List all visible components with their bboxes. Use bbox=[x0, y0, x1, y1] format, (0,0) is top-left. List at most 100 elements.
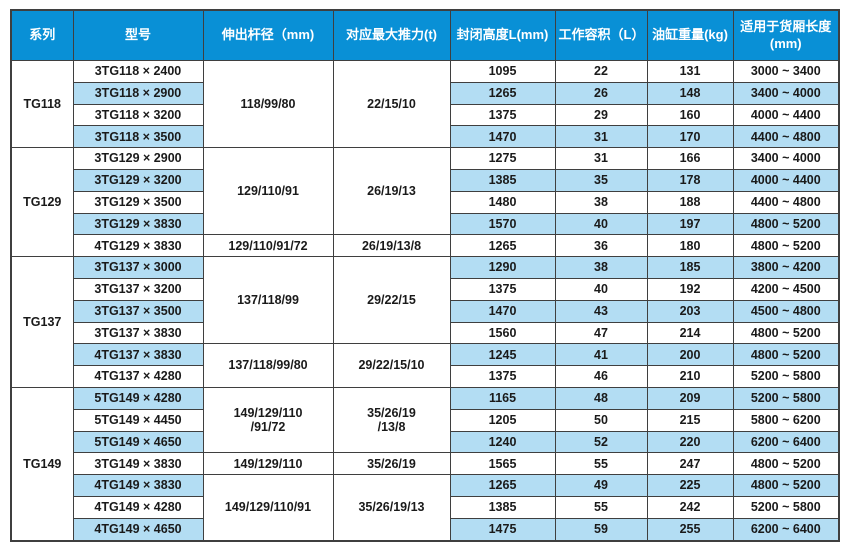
rod-diameter-cell: 149/129/110/91 bbox=[202, 474, 334, 542]
length-range-cell: 4400 ~ 4800 bbox=[732, 125, 840, 149]
table-row: 4TG149 × 3830 149/129/110/91 35/26/19/13 12… bbox=[11, 474, 840, 542]
rod-diameter-cell: 137/118/99/80 bbox=[202, 343, 334, 388]
closed-height-cell: 1290 bbox=[449, 256, 556, 279]
rod-diameter-cell: 129/110/91/72 bbox=[202, 234, 334, 258]
table-row: 3TG129 × 3200 1385 35 178 4000 ~ 4400 bbox=[11, 168, 840, 192]
model-cell: 3TG137 × 3200 bbox=[72, 277, 204, 301]
series-cell: TG129 bbox=[10, 147, 74, 258]
model-cell: 4TG149 × 3830 bbox=[72, 474, 204, 497]
header-cylinder-weight: 油缸重量(kg) bbox=[646, 9, 734, 61]
closed-height-cell: 1205 bbox=[449, 408, 556, 432]
table-row: TG118 3TG118 × 2400 118/99/80 22/15/10 1095 2… bbox=[10, 59, 840, 149]
working-volume-cell: 22 bbox=[554, 60, 648, 83]
working-volume-cell: 38 bbox=[554, 256, 648, 279]
working-volume-cell: 43 bbox=[554, 299, 648, 323]
cylinder-weight-cell: 160 bbox=[646, 103, 734, 127]
header-series: 系列 bbox=[10, 9, 74, 61]
table-row: 3TG137 × 3500 1470 43 203 4500 ~ 4800 bbox=[11, 299, 840, 323]
cylinder-weight-cell: 188 bbox=[646, 190, 734, 214]
model-cell: 3TG137 × 3500 bbox=[72, 299, 204, 323]
closed-height-cell: 1265 bbox=[449, 234, 556, 258]
model-cell: 3TG137 × 3000 bbox=[72, 256, 204, 279]
closed-height-cell: 1265 bbox=[449, 474, 556, 497]
working-volume-cell: 31 bbox=[554, 147, 648, 170]
model-cell: 3TG118 × 2400 bbox=[72, 60, 204, 83]
closed-height-cell: 1385 bbox=[449, 168, 556, 192]
model-cell: 3TG129 × 3500 bbox=[72, 190, 204, 214]
table-row: TG149 5TG149 × 4280 149/129/110 /91/72 35/2… bbox=[10, 386, 840, 542]
thrust-cell: 26/19/13 bbox=[332, 147, 451, 236]
thrust-cell: 35/26/19 /13/8 bbox=[332, 386, 451, 454]
length-range-cell: 4200 ~ 4500 bbox=[732, 277, 840, 301]
cylinder-weight-cell: 185 bbox=[646, 256, 734, 279]
closed-height-cell: 1470 bbox=[449, 299, 556, 323]
length-range-cell: 5200 ~ 5800 bbox=[732, 386, 840, 410]
closed-height-cell: 1560 bbox=[449, 321, 556, 345]
thrust-cell: 29/22/15/10 bbox=[332, 343, 451, 388]
working-volume-cell: 50 bbox=[554, 408, 648, 432]
closed-height-cell: 1095 bbox=[449, 60, 556, 83]
table-row: 3TG137 × 3200 1375 40 192 4200 ~ 4500 bbox=[11, 277, 840, 301]
cylinder-weight-cell: 131 bbox=[646, 60, 734, 83]
table-row: 3TG129 × 3500 1480 38 188 4400 ~ 4800 bbox=[11, 190, 840, 214]
header-working-volume: 工作容积（L） bbox=[554, 9, 648, 61]
thrust-cell: 29/22/15 bbox=[332, 256, 451, 345]
closed-height-cell: 1240 bbox=[449, 430, 556, 454]
header-cargo-length: 适用于货厢长度(mm) bbox=[732, 9, 840, 61]
series-cell: TG149 bbox=[10, 386, 74, 542]
working-volume-cell: 47 bbox=[554, 321, 648, 345]
length-range-cell: 4800 ~ 5200 bbox=[732, 234, 840, 258]
header-rod-diameter: 伸出杆径（mm) bbox=[202, 9, 334, 61]
working-volume-cell: 29 bbox=[554, 103, 648, 127]
model-cell: 4TG137 × 4280 bbox=[72, 365, 204, 388]
cylinder-weight-cell: 220 bbox=[646, 430, 734, 454]
cylinder-weight-cell: 148 bbox=[646, 81, 734, 105]
working-volume-cell: 55 bbox=[554, 452, 648, 476]
working-volume-cell: 41 bbox=[554, 343, 648, 367]
rod-diameter-cell: 149/129/110 bbox=[202, 452, 334, 476]
cylinder-weight-cell: 180 bbox=[646, 234, 734, 258]
thrust-cell: 22/15/10 bbox=[332, 59, 451, 149]
table-row: 3TG118 × 2900 1265 26 148 3400 ~ 4000 bbox=[11, 81, 840, 105]
model-cell: 5TG149 × 4280 bbox=[72, 386, 204, 410]
model-cell: 3TG118 × 3500 bbox=[72, 125, 204, 149]
working-volume-cell: 40 bbox=[554, 212, 648, 236]
closed-height-cell: 1375 bbox=[449, 365, 556, 388]
length-range-cell: 4800 ~ 5200 bbox=[732, 343, 840, 367]
rod-diameter-cell: 149/129/110 /91/72 bbox=[202, 386, 334, 454]
model-cell: 5TG149 × 4650 bbox=[72, 430, 204, 454]
header-model: 型号 bbox=[72, 9, 204, 61]
header-row: 系列 型号 伸出杆径（mm) 对应最大推力(t) 封闭高度L(mm) 工作容积（… bbox=[10, 9, 840, 61]
working-volume-cell: 52 bbox=[554, 430, 648, 454]
length-range-cell: 5800 ~ 6200 bbox=[732, 408, 840, 432]
model-cell: 3TG149 × 3830 bbox=[72, 452, 204, 476]
working-volume-cell: 36 bbox=[554, 234, 648, 258]
header-max-thrust: 对应最大推力(t) bbox=[332, 9, 451, 61]
working-volume-cell: 55 bbox=[554, 495, 648, 519]
model-cell: 5TG149 × 4450 bbox=[72, 408, 204, 432]
table-row: 5TG149 × 4450 1205 50 215 5800 ~ 6200 bbox=[11, 408, 840, 432]
closed-height-cell: 1470 bbox=[449, 125, 556, 149]
closed-height-cell: 1275 bbox=[449, 147, 556, 170]
table-row: 4TG137 × 3830 137/118/99/80 29/22/15/10 124… bbox=[11, 343, 840, 388]
table-row: 4TG129 × 3830 129/110/91/72 26/19/13/8 1265… bbox=[11, 234, 840, 258]
table-row: 3TG149 × 3830 149/129/110 35/26/19 1565 55 24… bbox=[11, 452, 840, 476]
model-cell: 3TG118 × 2900 bbox=[72, 81, 204, 105]
model-cell: 3TG129 × 3830 bbox=[72, 212, 204, 236]
closed-height-cell: 1385 bbox=[449, 495, 556, 519]
closed-height-cell: 1375 bbox=[449, 277, 556, 301]
page: 系列 型号 伸出杆径（mm) 对应最大推力(t) 封闭高度L(mm) 工作容积（… bbox=[10, 9, 840, 542]
cylinder-weight-cell: 225 bbox=[646, 474, 734, 497]
rod-diameter-cell: 137/118/99 bbox=[202, 256, 334, 345]
length-range-cell: 5200 ~ 5800 bbox=[732, 365, 840, 388]
closed-height-cell: 1475 bbox=[449, 517, 556, 542]
table-row: 3TG129 × 3830 1570 40 197 4800 ~ 5200 bbox=[11, 212, 840, 236]
spec-table: 系列 型号 伸出杆径（mm) 对应最大推力(t) 封闭高度L(mm) 工作容积（… bbox=[10, 9, 840, 542]
model-cell: 3TG129 × 3200 bbox=[72, 168, 204, 192]
working-volume-cell: 48 bbox=[554, 386, 648, 410]
length-range-cell: 6200 ~ 6400 bbox=[732, 430, 840, 454]
table-header: 系列 型号 伸出杆径（mm) 对应最大推力(t) 封闭高度L(mm) 工作容积（… bbox=[10, 9, 840, 61]
model-cell: 3TG129 × 2900 bbox=[72, 147, 204, 170]
closed-height-cell: 1375 bbox=[449, 103, 556, 127]
working-volume-cell: 31 bbox=[554, 125, 648, 149]
